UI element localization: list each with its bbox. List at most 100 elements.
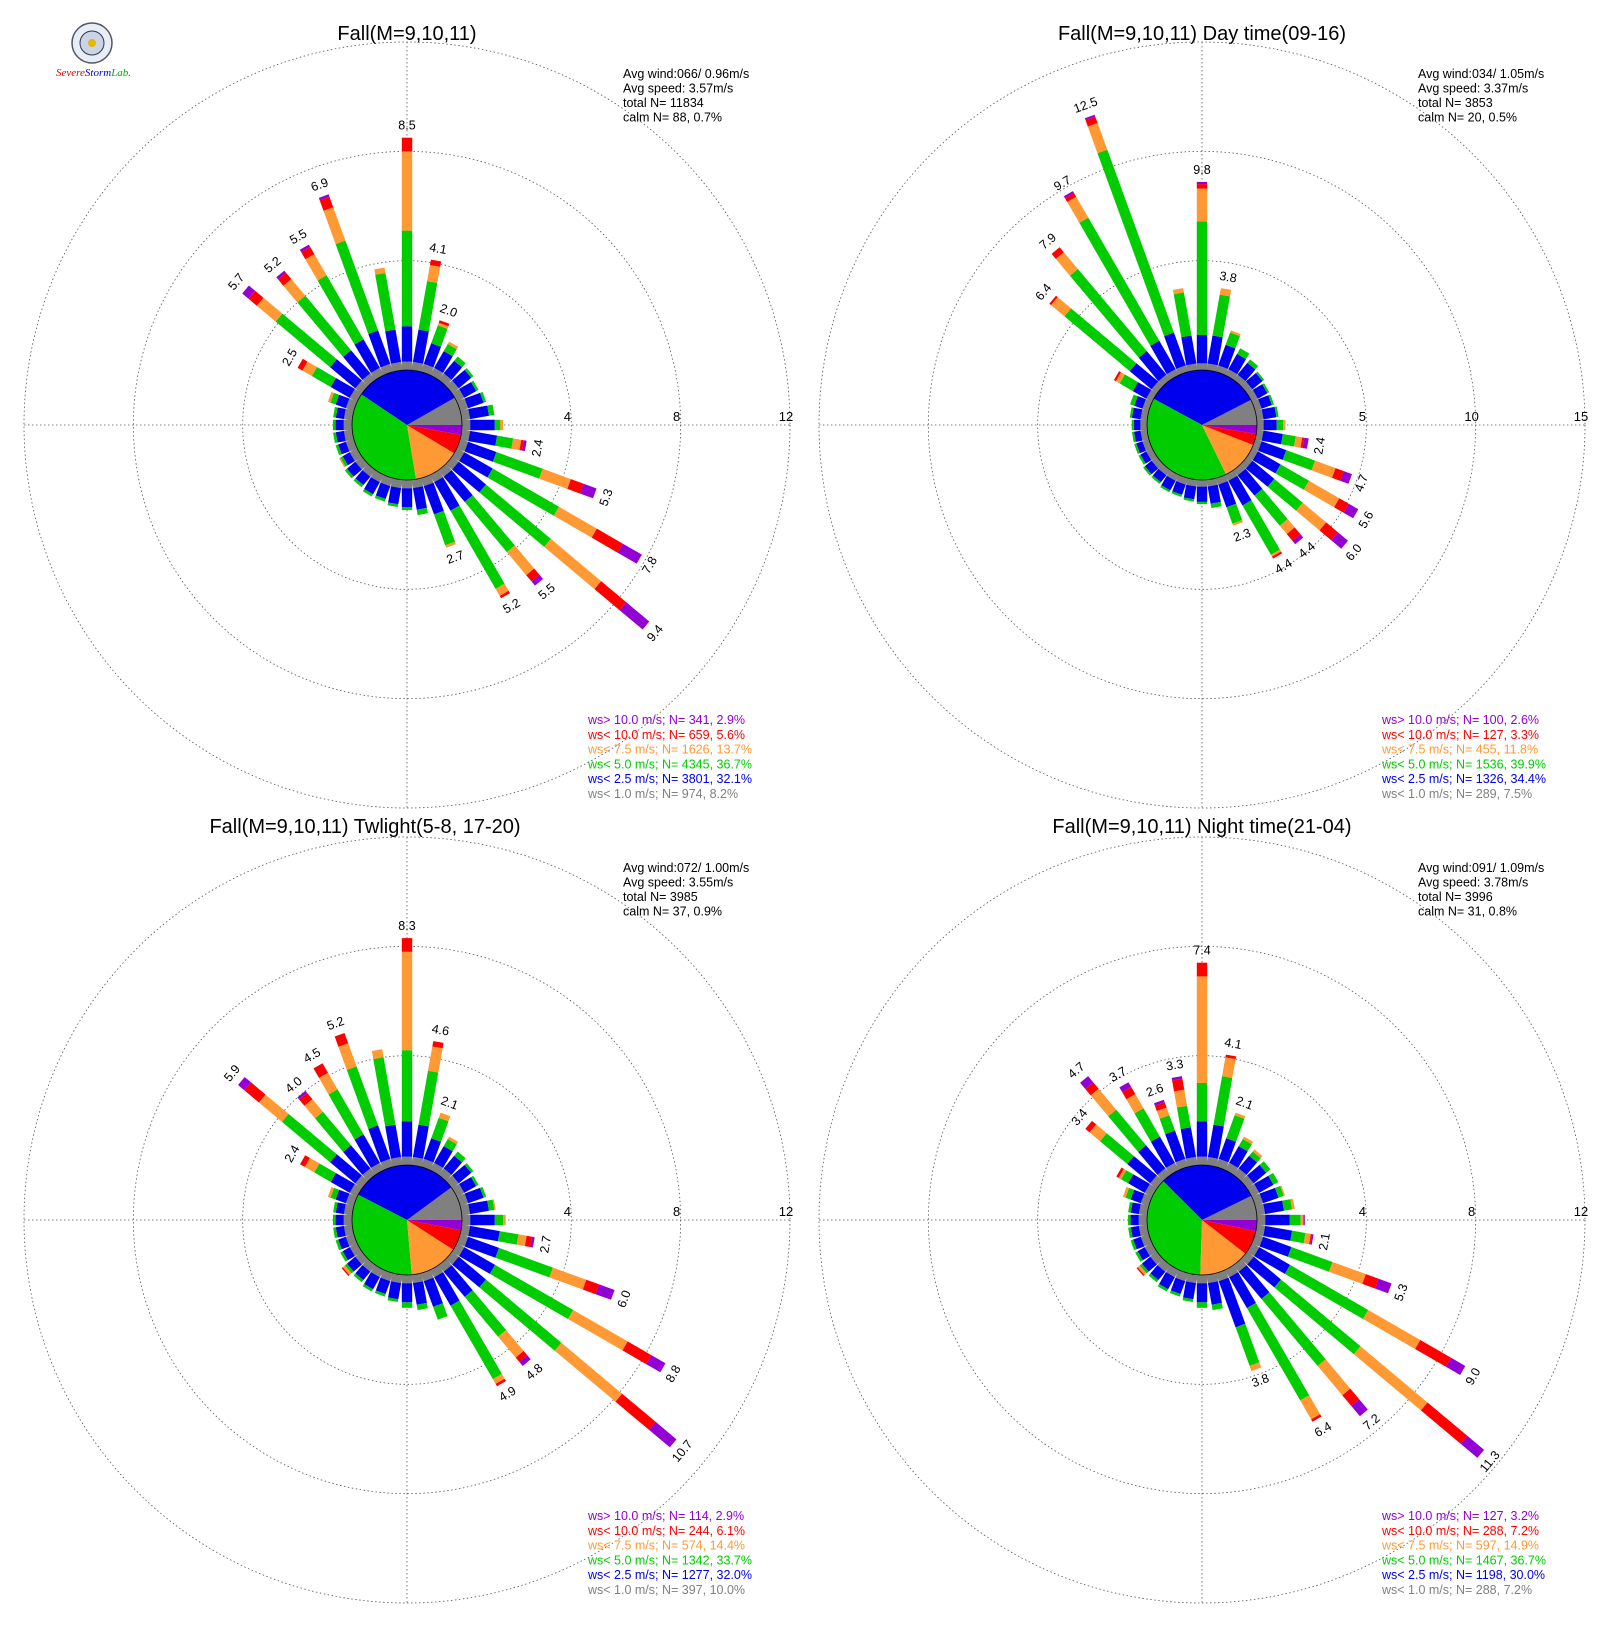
bar-segment — [1342, 1388, 1360, 1406]
direction-bar: 2.4 — [1255, 429, 1328, 455]
direction-bar: 4.0 — [283, 1074, 376, 1182]
bar-segment — [1160, 485, 1171, 493]
legend-entry: ws< 5.0 m/s; N= 4345, 36.7% — [587, 757, 752, 771]
bar-segment — [1259, 1236, 1292, 1257]
bar-segment — [343, 350, 371, 380]
bar-segment — [388, 486, 402, 505]
bar-segment — [335, 430, 346, 443]
direction-bar — [1143, 456, 1164, 476]
bar-segment — [1247, 1164, 1267, 1184]
direction-bar — [327, 392, 358, 412]
bar-segment — [401, 1050, 413, 1122]
bar-label: 4.8 — [523, 1361, 545, 1383]
legend-entry: ws< 1.0 m/s; N= 397, 10.0% — [587, 1583, 745, 1597]
bar-segment — [487, 404, 495, 416]
bar-segment — [1254, 1175, 1274, 1193]
bar-segment — [1287, 1247, 1333, 1272]
bar-segment — [362, 463, 376, 477]
bar-segment — [428, 1046, 443, 1073]
direction-bar — [430, 1136, 459, 1175]
bar-segment — [242, 285, 256, 299]
direction-bar: 4.1 — [1206, 1035, 1243, 1167]
bar-segment — [594, 581, 627, 611]
bar-segment — [1049, 295, 1058, 306]
bar-segment — [519, 439, 524, 451]
bar-segment — [297, 295, 351, 357]
direction-bar: 2.7 — [420, 474, 466, 567]
bar-segment — [1166, 369, 1179, 380]
bar-segment — [380, 363, 394, 376]
bar-segment — [468, 405, 489, 420]
bar-segment — [464, 392, 484, 409]
bar-segment — [1252, 451, 1281, 474]
bar-label: 5.2 — [261, 254, 283, 276]
bar-segment — [362, 489, 374, 497]
bar-segment — [429, 259, 442, 267]
bar-segment — [438, 1258, 452, 1272]
bar-segment — [1222, 1057, 1236, 1078]
bar-segment — [1133, 1236, 1145, 1250]
bar-segment — [1176, 365, 1189, 376]
bar-label: 8.8 — [663, 1363, 684, 1385]
direction-bar: 4.6 — [411, 1022, 450, 1167]
direction-bar: 9.4 — [445, 456, 666, 644]
direction-bar: 6.0 — [1240, 456, 1365, 564]
bar-label: 7.9 — [1037, 230, 1059, 252]
bar-segment — [1290, 1198, 1295, 1210]
bar-segment — [423, 1277, 443, 1307]
bar-segment — [401, 1283, 413, 1303]
bar-segment — [438, 320, 450, 327]
direction-bar — [1113, 371, 1157, 402]
bar-segment — [1275, 464, 1309, 490]
bar-segment — [355, 1175, 369, 1189]
bar-segment — [374, 495, 386, 502]
direction-bar: 8.5 — [398, 119, 416, 370]
pie-slice — [1202, 399, 1257, 425]
bar-segment — [1292, 534, 1304, 545]
legend-entry: ws< 7.5 m/s; N= 574, 14.4% — [587, 1539, 745, 1553]
bar-segment — [1240, 1251, 1254, 1265]
bar-segment — [1079, 217, 1160, 346]
grid-ring — [1037, 260, 1367, 590]
bar-label: 5.6 — [1356, 509, 1377, 531]
bar-segment — [450, 1300, 502, 1380]
direction-bar — [460, 1199, 496, 1216]
bar-segment — [338, 1236, 350, 1250]
bar-segment — [531, 574, 543, 586]
direction-bar — [456, 392, 487, 412]
bar-segment — [278, 272, 292, 286]
legend-entry: ws< 2.5 m/s; N= 1326, 34.4% — [1381, 772, 1546, 786]
bar-segment — [479, 1279, 562, 1351]
bar-segment — [401, 938, 413, 952]
bar-segment — [1247, 389, 1258, 402]
direction-bar — [1138, 448, 1157, 465]
bar-segment — [1258, 395, 1272, 409]
bar-segment — [375, 273, 396, 332]
bar-segment — [1146, 389, 1157, 402]
stat-line: Avg speed: 3.57m/s — [623, 82, 733, 96]
ring-label: 5 — [1359, 409, 1366, 424]
bar-segment — [1284, 1264, 1369, 1319]
bar-label: 6.9 — [309, 175, 330, 194]
bar-segment — [1172, 288, 1184, 295]
bar-segment — [1219, 288, 1232, 297]
bar-segment — [1283, 419, 1286, 431]
bar-segment — [1154, 1099, 1165, 1106]
bar-segment — [617, 543, 642, 564]
bar-segment — [282, 1113, 337, 1163]
bar-segment — [1261, 430, 1283, 445]
bar-segment — [1144, 1243, 1157, 1257]
bar-label: 3.4 — [1069, 1106, 1091, 1128]
bar-segment — [495, 1378, 506, 1387]
direction-bar — [371, 1049, 403, 1167]
legend-entry: ws< 5.0 m/s; N= 1536, 39.9% — [1381, 757, 1546, 771]
bar-segment — [1164, 332, 1186, 369]
bar-segment — [1225, 369, 1238, 380]
direction-bar: 6.9 — [309, 175, 394, 376]
bar-segment — [1148, 1273, 1159, 1283]
bar-segment — [355, 456, 369, 470]
bar-segment — [430, 1265, 444, 1278]
bar-segment — [1087, 122, 1108, 154]
bar-segment — [354, 1134, 380, 1168]
bar-segment — [494, 419, 501, 431]
